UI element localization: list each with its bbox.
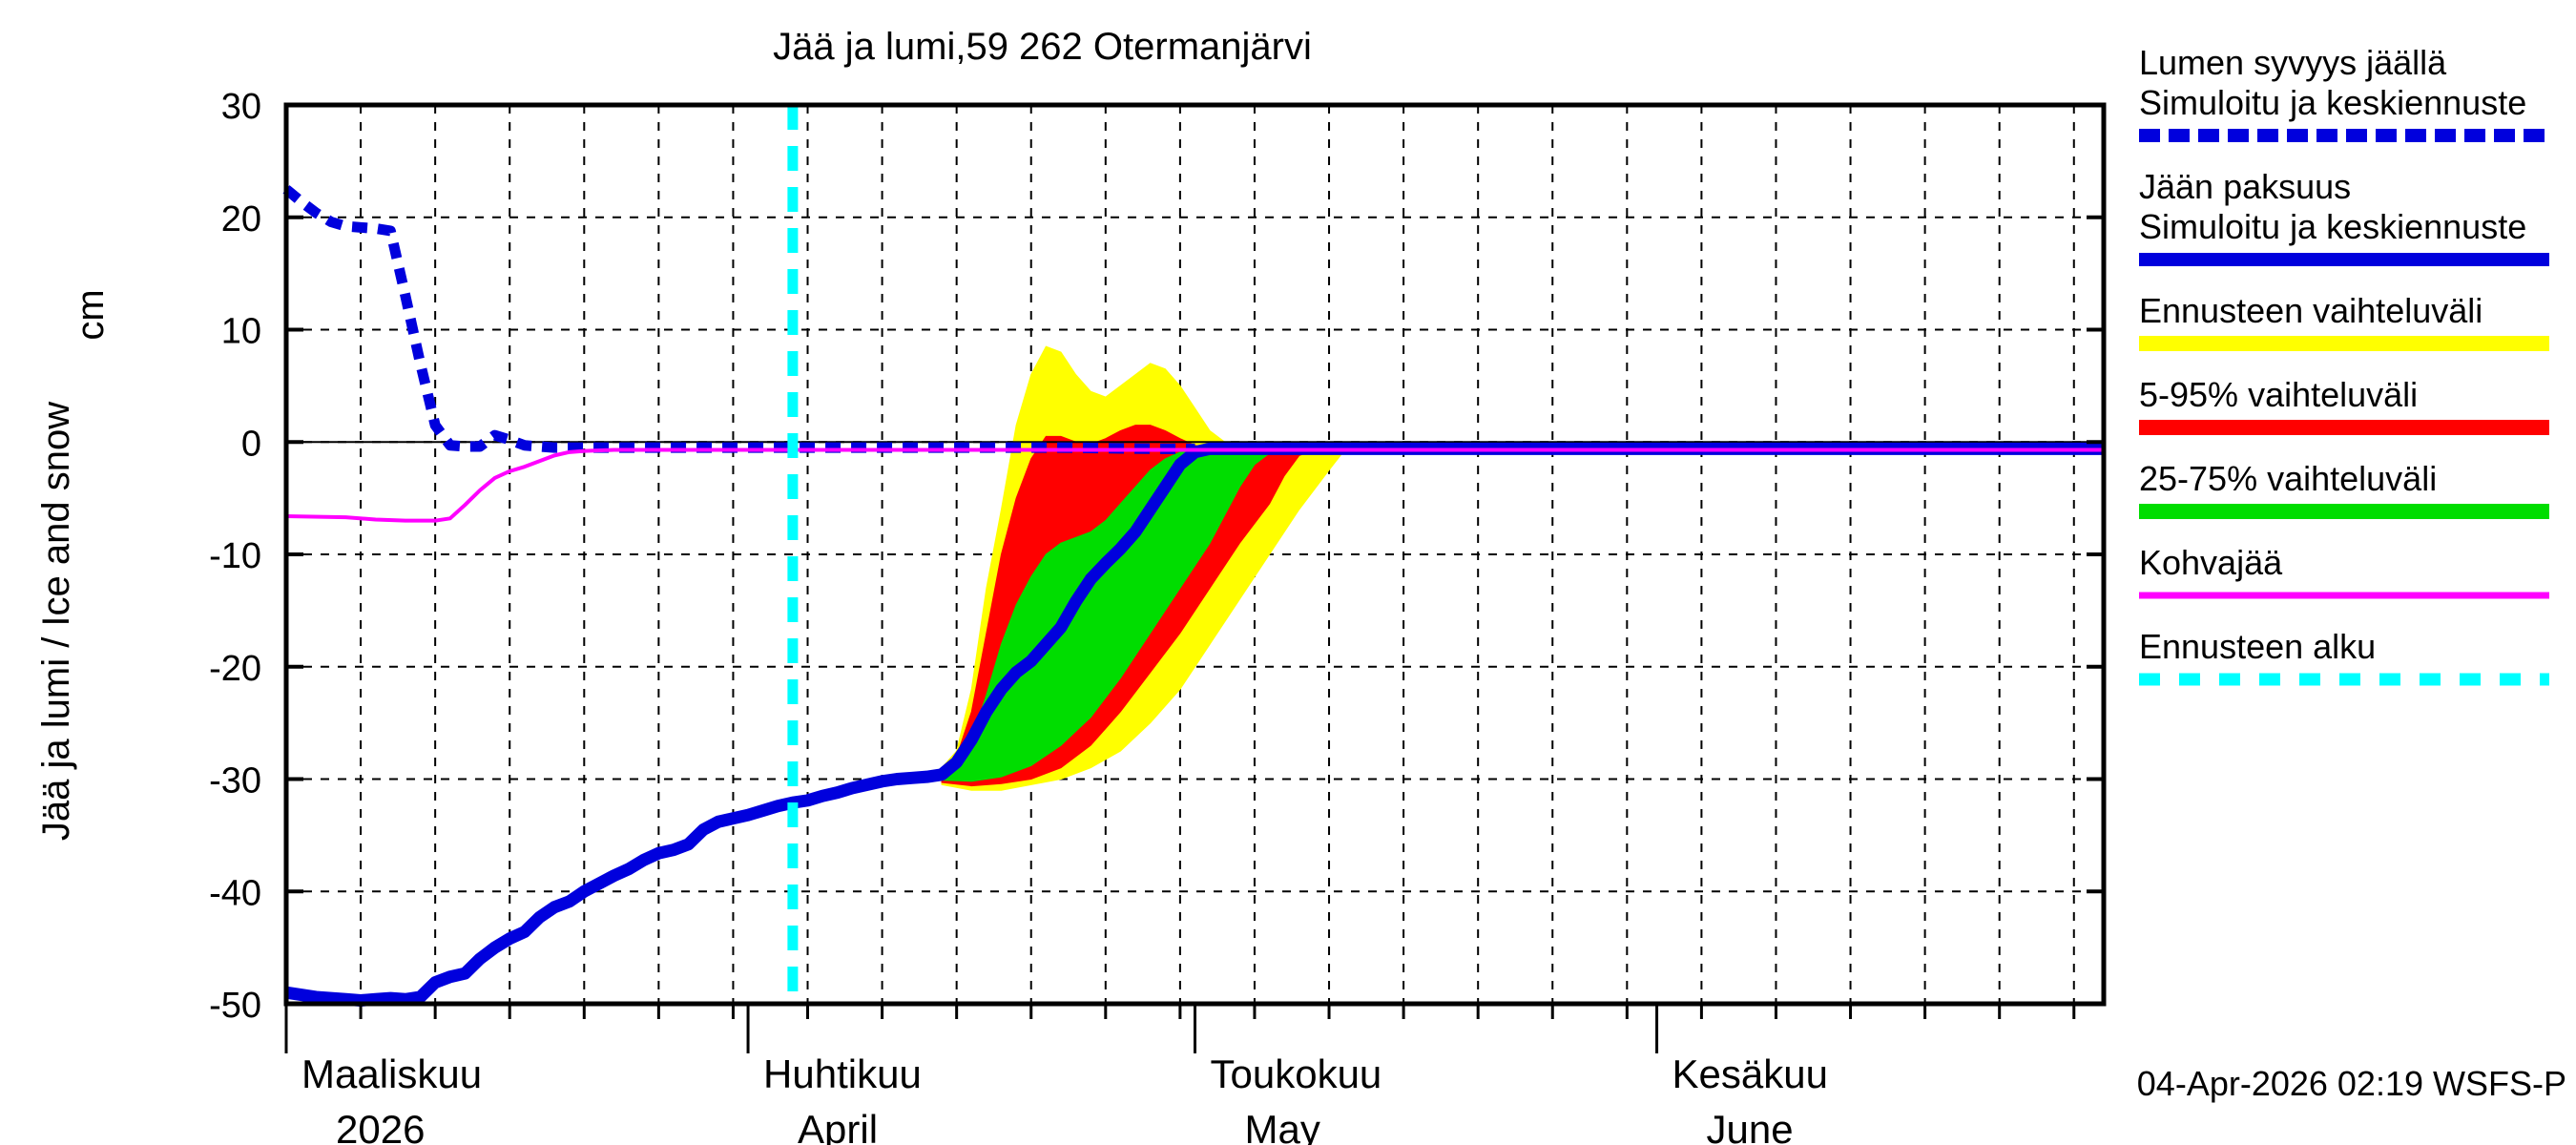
series-lumen-syvyys-jäällä <box>282 185 1195 454</box>
x-tick-label-en: April <box>798 1107 878 1145</box>
x-tick-label-en: 2026 <box>336 1107 425 1145</box>
y-axis-unit: cm <box>70 289 112 340</box>
y-tick-label: 0 <box>241 424 261 464</box>
footer-timestamp: 04-Apr-2026 02:19 WSFS-P <box>2137 1064 2566 1103</box>
y-tick-label: -10 <box>209 536 261 576</box>
x-tick-label-fi: Huhtikuu <box>763 1051 922 1096</box>
x-tick-label-fi: Kesäkuu <box>1672 1051 1828 1096</box>
x-tick-label-fi: Maaliskuu <box>301 1051 482 1096</box>
y-tick-label: -50 <box>209 986 261 1026</box>
y-tick-label: 30 <box>221 87 261 127</box>
legend-sublabel-1: Simuloitu ja keskiennuste <box>2139 207 2526 246</box>
legend-label-4: 25-75% vaihteluväli <box>2139 459 2437 498</box>
series-kohvajää <box>285 448 2104 523</box>
y-tick-label: 10 <box>221 312 261 352</box>
y-axis-title: Jää ja lumi / Ice and snow <box>35 402 77 841</box>
legend-label-6: Ennusteen alku <box>2139 627 2376 666</box>
y-tick-label: -20 <box>209 649 261 689</box>
y-tick-label: -40 <box>209 873 261 913</box>
legend-label-2: Ennusteen vaihteluväli <box>2139 291 2483 330</box>
legend-label-0: Lumen syvyys jäällä <box>2139 43 2447 82</box>
y-tick-label: 20 <box>221 199 261 239</box>
y-tick-label: -30 <box>209 761 261 802</box>
legend-label-5: Kohvajää <box>2139 543 2283 582</box>
page-title: Jää ja lumi,59 262 Otermanjärvi <box>773 26 1312 68</box>
x-tick-label-en: May <box>1245 1107 1320 1145</box>
legend-label-3: 5-95% vaihteluväli <box>2139 375 2418 414</box>
legend-label-1: Jään paksuus <box>2139 167 2351 206</box>
legend-sublabel-0: Simuloitu ja keskiennuste <box>2139 83 2526 122</box>
x-tick-label-en: June <box>1707 1107 1794 1145</box>
x-tick-label-fi: Toukokuu <box>1211 1051 1382 1096</box>
